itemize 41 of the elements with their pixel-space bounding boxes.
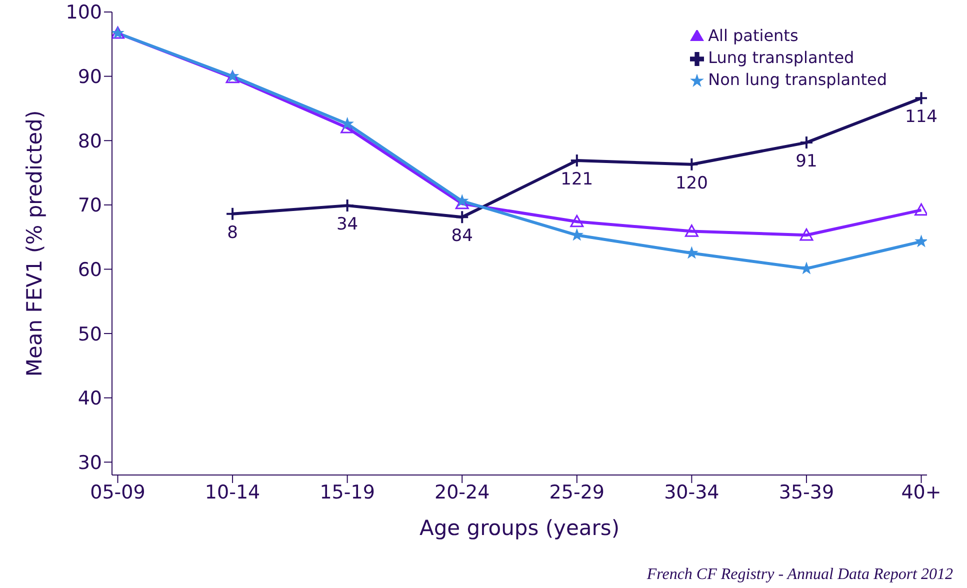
- legend-label: Non lung transplanted: [708, 70, 887, 89]
- annotation: 34: [336, 214, 358, 235]
- x-tick-label: 25-29: [549, 481, 605, 504]
- point: [455, 194, 469, 207]
- y-tick-label: 30: [78, 452, 102, 474]
- point: [685, 246, 698, 259]
- annotation: 114: [905, 107, 938, 128]
- point: [455, 210, 470, 224]
- legend-label: All patients: [708, 26, 798, 45]
- x-tick-label: 20-24: [434, 481, 490, 504]
- annotation: 121: [560, 170, 594, 190]
- annotation: 8: [227, 222, 238, 243]
- y-tick-label: 70: [78, 194, 102, 217]
- y-tick-label: 90: [78, 66, 102, 88]
- annotation: 91: [796, 152, 818, 172]
- x-tick-label: 30-34: [664, 481, 720, 504]
- x-tick-label: 35-39: [778, 481, 834, 504]
- point: [799, 136, 814, 150]
- point: [914, 91, 927, 106]
- point: [340, 198, 354, 213]
- point: [914, 234, 927, 248]
- y-tick-label: 60: [78, 258, 102, 281]
- y-tick-label: 40: [78, 388, 102, 410]
- legend-label: Lung transplanted: [708, 48, 854, 67]
- annotation: 84: [451, 226, 473, 246]
- point: [570, 214, 584, 228]
- x-tick-label: 05-09: [90, 481, 146, 504]
- x-tick-label: 15-19: [320, 481, 375, 504]
- point: [914, 203, 927, 216]
- annotation: 120: [675, 173, 708, 194]
- point: [226, 206, 240, 221]
- y-axis-title: Mean FEV1 (% predicted): [22, 110, 46, 377]
- text: French CF Registry - Annual Data Report 2012: [646, 566, 953, 584]
- x-axis-title: Age groups (years): [419, 516, 620, 540]
- y-tick-label: 50: [78, 323, 102, 346]
- y-tick-label: 80: [78, 130, 102, 152]
- point: [684, 224, 698, 237]
- y-tick-label: 100: [66, 2, 102, 24]
- x-tick-label: 10-14: [204, 481, 260, 504]
- x-tick-label: 40+: [901, 481, 942, 504]
- point: [800, 228, 814, 241]
